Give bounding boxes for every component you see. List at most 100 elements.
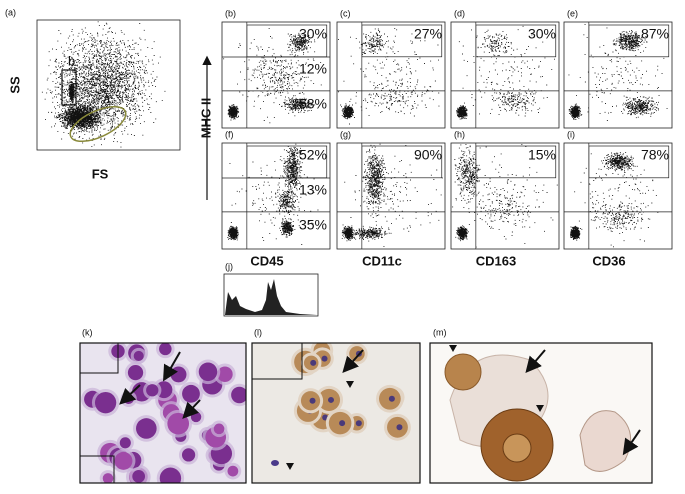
percent-label: 13% — [299, 182, 327, 198]
dot-cloud — [229, 150, 319, 245]
panel-label: (e) — [567, 8, 578, 18]
nucleus — [213, 423, 225, 435]
dot-cloud — [341, 226, 355, 242]
dot-cloud — [361, 143, 387, 218]
dot-cloud — [67, 78, 76, 105]
dot-cloud — [342, 145, 443, 247]
arrow — [163, 351, 181, 382]
nucleus — [182, 384, 200, 403]
panel-label: (m) — [433, 327, 447, 337]
plot-frame — [221, 142, 331, 250]
dot-cloud — [456, 105, 468, 120]
nucleus — [217, 366, 233, 383]
marker-label: CD36 — [592, 253, 625, 268]
dot-cloud — [227, 104, 240, 121]
dot-cloud — [240, 48, 316, 99]
nucleus — [328, 396, 335, 403]
dot-cloud — [359, 28, 394, 55]
overlay — [79, 342, 653, 484]
percent-label: 87% — [641, 26, 669, 42]
arrow — [119, 384, 141, 405]
nucleus — [119, 437, 131, 449]
arrowhead — [346, 381, 354, 388]
nucleus — [102, 473, 114, 483]
gate — [475, 145, 557, 179]
micrograph-frame — [79, 342, 247, 484]
dots — [41, 21, 668, 248]
y-axis-label: SS — [7, 76, 22, 94]
nucleus — [198, 362, 218, 382]
micrograph-frame — [429, 342, 653, 484]
dot-cloud — [491, 84, 545, 116]
nucleus — [159, 467, 182, 483]
percent-label: 30% — [299, 26, 327, 42]
plot-frame — [221, 21, 331, 129]
histogram-frame — [223, 273, 319, 317]
nucleus — [127, 364, 144, 381]
panel-label: (l) — [254, 327, 262, 337]
arrow — [622, 429, 641, 456]
arrowhead — [286, 463, 294, 470]
percent-label: 58% — [299, 96, 327, 112]
dot-cloud — [458, 25, 555, 117]
percent-label: 27% — [414, 26, 442, 42]
nucleus — [159, 343, 172, 356]
arrow — [342, 349, 364, 373]
nucleus — [502, 433, 532, 463]
nucleus — [190, 411, 202, 423]
y-axis-label: MHC II — [198, 98, 213, 138]
dot-cloud — [476, 29, 518, 59]
nucleus — [132, 469, 146, 483]
nucleus — [355, 420, 362, 427]
gate-b — [61, 69, 77, 106]
plot-frame — [563, 142, 673, 250]
nucleus — [133, 350, 144, 361]
nucleus — [310, 359, 317, 366]
arrowhead — [449, 345, 457, 352]
dot-cloud — [468, 189, 538, 231]
plot-frame — [336, 21, 446, 129]
gate — [475, 24, 557, 58]
panel-label: (j) — [225, 261, 233, 271]
dot-cloud — [287, 32, 316, 55]
nucleus — [146, 384, 159, 397]
nucleus — [309, 397, 316, 404]
nucleus — [181, 448, 196, 462]
dot-cloud — [612, 30, 648, 52]
gate-a — [69, 105, 127, 143]
arrow — [525, 349, 546, 374]
dot-cloud — [279, 95, 316, 113]
micrograph-frame — [251, 342, 421, 484]
dot-cloud — [616, 96, 659, 118]
percent-label: 35% — [299, 217, 327, 233]
percent-label: 12% — [299, 61, 327, 77]
plot-frame — [450, 21, 560, 129]
plot-frame — [336, 142, 446, 250]
percent-label: 90% — [414, 147, 442, 163]
dot-cloud — [279, 217, 294, 238]
panel-label: (d) — [454, 8, 465, 18]
gate-label: b — [68, 53, 75, 68]
dot-cloud — [589, 202, 651, 233]
panel-label: (a) — [5, 7, 16, 17]
nucleus — [227, 465, 239, 477]
dot-cloud — [452, 144, 481, 210]
nucleus — [114, 451, 133, 470]
arrow — [182, 399, 201, 419]
cell — [579, 410, 632, 472]
gate — [588, 24, 670, 58]
dot-cloud — [568, 103, 583, 120]
gate — [361, 145, 443, 179]
dot-cloud — [338, 28, 440, 125]
panel-label: (h) — [454, 129, 465, 139]
panel-label: (b) — [225, 8, 236, 18]
scatter-frame — [36, 19, 181, 151]
nucleus — [396, 424, 403, 431]
dot-cloud — [570, 225, 583, 241]
dot-cloud — [227, 225, 239, 241]
gate — [588, 145, 670, 179]
marker-label: CD11c — [362, 253, 402, 268]
plot-frame — [450, 142, 560, 250]
dot-cloud — [347, 225, 392, 242]
